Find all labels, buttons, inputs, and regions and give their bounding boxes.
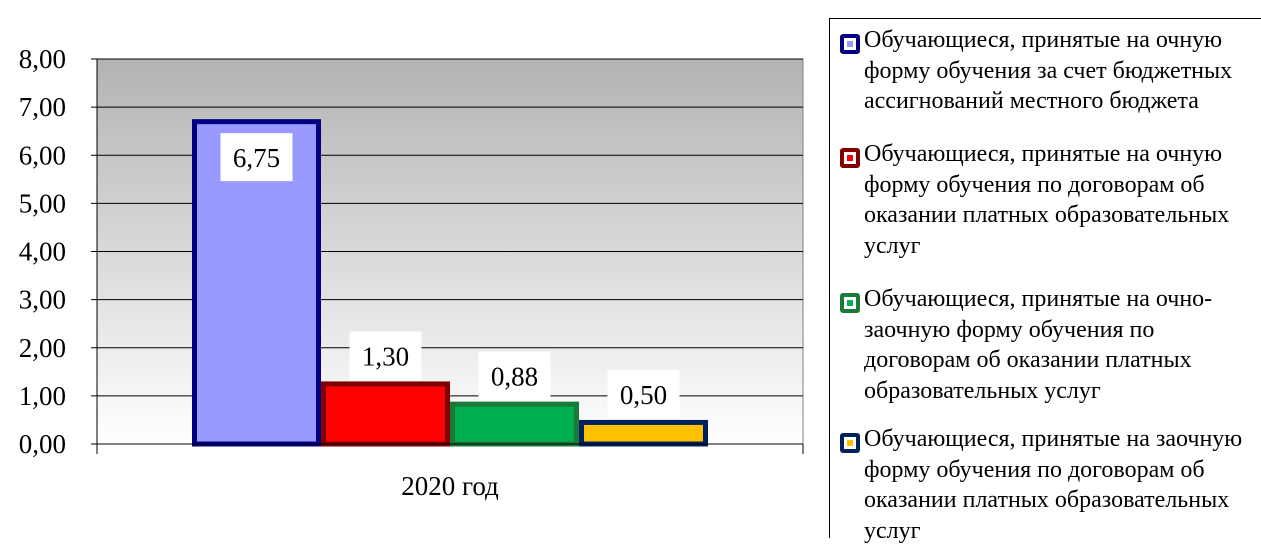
legend-item: Обучающиеся, принятые на очную форму обу… bbox=[840, 25, 1258, 117]
bar-series-3 bbox=[450, 401, 579, 447]
bar-series-2 bbox=[321, 381, 450, 447]
y-tick-label: 0,00 bbox=[19, 429, 66, 459]
legend-swatch-icon bbox=[840, 433, 860, 453]
y-axis: 0,00 1,00 2,00 3,00 4,00 5,00 6,00 7,00 8,00 bbox=[19, 44, 98, 459]
legend-label: Обучающиеся, принятые на очную форму обу… bbox=[864, 141, 1230, 259]
y-tick-label: 1,00 bbox=[19, 381, 66, 411]
y-tick-label: 7,00 bbox=[19, 92, 66, 122]
x-axis: 2020 год bbox=[96, 443, 804, 501]
x-category-label: 2020 год bbox=[401, 471, 499, 501]
legend: Обучающиеся, принятые на очную форму обу… bbox=[829, 18, 1261, 544]
legend-item: Обучающиеся, принятые на очную форму обу… bbox=[840, 139, 1258, 261]
legend-swatch-icon bbox=[840, 148, 860, 168]
y-tick-label: 4,00 bbox=[19, 237, 66, 267]
legend-label: Обучающиеся, принятые на очную форму обу… bbox=[864, 27, 1233, 114]
data-labels: 6,75 1,30 0,88 0,50 bbox=[220, 133, 680, 418]
bar-series-4 bbox=[579, 419, 708, 447]
data-label: 0,50 bbox=[620, 380, 667, 410]
data-label-box bbox=[607, 369, 680, 418]
y-tick-label: 5,00 bbox=[19, 188, 66, 218]
y-tick-label: 2,00 bbox=[19, 333, 66, 363]
y-tick-label: 3,00 bbox=[19, 285, 66, 315]
legend-swatch-icon bbox=[840, 34, 860, 54]
data-label-box bbox=[220, 133, 293, 182]
legend-item: Обучающиеся, принятые на заочную форму о… bbox=[840, 424, 1258, 546]
bar-chart: 0,00 1,00 2,00 3,00 4,00 5,00 6,00 7,00 8,00 6,7… bbox=[19, 44, 804, 501]
legend-item: Обучающиеся, принятые на очно-заочную фо… bbox=[840, 284, 1258, 406]
legend-label: Обучающиеся, принятые на заочную форму о… bbox=[864, 426, 1243, 544]
legend-swatch-icon bbox=[840, 293, 860, 313]
data-label-box bbox=[478, 351, 551, 400]
data-label: 6,75 bbox=[233, 143, 280, 173]
y-tick-label: 8,00 bbox=[19, 44, 66, 74]
data-label: 1,30 bbox=[362, 341, 409, 371]
data-label: 0,88 bbox=[491, 362, 538, 392]
y-tick-label: 6,00 bbox=[19, 140, 66, 170]
data-label-box bbox=[349, 331, 422, 380]
legend-label: Обучающиеся, принятые на очно-заочную фо… bbox=[864, 286, 1213, 404]
